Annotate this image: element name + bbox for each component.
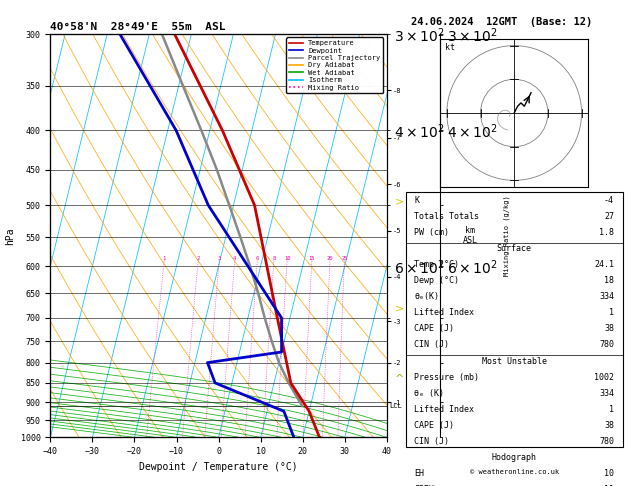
Text: EH: EH: [415, 469, 425, 478]
Text: 8: 8: [272, 256, 276, 260]
Text: -4: -4: [604, 196, 614, 205]
Text: 780: 780: [599, 341, 614, 349]
Text: CAPE (J): CAPE (J): [415, 421, 454, 430]
Legend: Temperature, Dewpoint, Parcel Trajectory, Dry Adiabat, Wet Adiabat, Isotherm, Mi: Temperature, Dewpoint, Parcel Trajectory…: [286, 37, 383, 93]
Text: 1: 1: [609, 308, 614, 317]
Text: 1.8: 1.8: [599, 228, 614, 237]
Text: Surface: Surface: [497, 244, 532, 253]
Text: 20: 20: [327, 256, 333, 260]
Text: >: >: [395, 197, 404, 207]
X-axis label: Dewpoint / Temperature (°C): Dewpoint / Temperature (°C): [139, 462, 298, 472]
Text: 1: 1: [609, 405, 614, 414]
Text: © weatheronline.co.uk: © weatheronline.co.uk: [470, 469, 559, 475]
Text: Lifted Index: Lifted Index: [415, 405, 474, 414]
Text: 6: 6: [255, 256, 259, 260]
Text: θₑ (K): θₑ (K): [415, 389, 444, 398]
Text: 334: 334: [599, 389, 614, 398]
Text: CIN (J): CIN (J): [415, 341, 449, 349]
Text: 24.06.2024  12GMT  (Base: 12): 24.06.2024 12GMT (Base: 12): [411, 17, 592, 27]
Text: Temp (°C): Temp (°C): [415, 260, 459, 269]
Text: 11: 11: [604, 485, 614, 486]
Text: Hodograph: Hodograph: [492, 453, 537, 462]
Text: 24.1: 24.1: [594, 260, 614, 269]
Text: 10: 10: [284, 256, 291, 260]
Text: 10: 10: [604, 469, 614, 478]
Text: 25: 25: [341, 256, 348, 260]
Text: 18: 18: [604, 276, 614, 285]
Text: 15: 15: [309, 256, 315, 260]
Text: K: K: [415, 196, 420, 205]
Text: CIN (J): CIN (J): [415, 437, 449, 446]
Text: Dewp (°C): Dewp (°C): [415, 276, 459, 285]
Text: PW (cm): PW (cm): [415, 228, 449, 237]
Text: kt: kt: [445, 43, 455, 52]
Text: 4: 4: [233, 256, 237, 260]
Text: Pressure (mb): Pressure (mb): [415, 373, 479, 382]
Text: 1002: 1002: [594, 373, 614, 382]
Text: 3: 3: [218, 256, 221, 260]
Text: ^: ^: [395, 374, 404, 384]
Y-axis label: km
ASL: km ASL: [463, 226, 477, 245]
Y-axis label: Mixing Ratio (g/kg): Mixing Ratio (g/kg): [504, 195, 510, 276]
Text: Totals Totals: Totals Totals: [415, 212, 479, 221]
Text: 40°58'N  28°49'E  55m  ASL: 40°58'N 28°49'E 55m ASL: [50, 22, 226, 32]
Text: Lifted Index: Lifted Index: [415, 308, 474, 317]
Text: CAPE (J): CAPE (J): [415, 324, 454, 333]
Text: 38: 38: [604, 324, 614, 333]
Text: 2: 2: [196, 256, 200, 260]
Text: 27: 27: [604, 212, 614, 221]
Text: LCL: LCL: [389, 403, 402, 409]
Text: 334: 334: [599, 292, 614, 301]
Text: 38: 38: [604, 421, 614, 430]
Text: SREH: SREH: [415, 485, 435, 486]
Text: 780: 780: [599, 437, 614, 446]
Y-axis label: hPa: hPa: [5, 227, 15, 244]
Text: Most Unstable: Most Unstable: [482, 357, 547, 365]
Text: >: >: [395, 303, 404, 313]
Text: 1: 1: [162, 256, 166, 260]
Text: θₑ(K): θₑ(K): [415, 292, 440, 301]
